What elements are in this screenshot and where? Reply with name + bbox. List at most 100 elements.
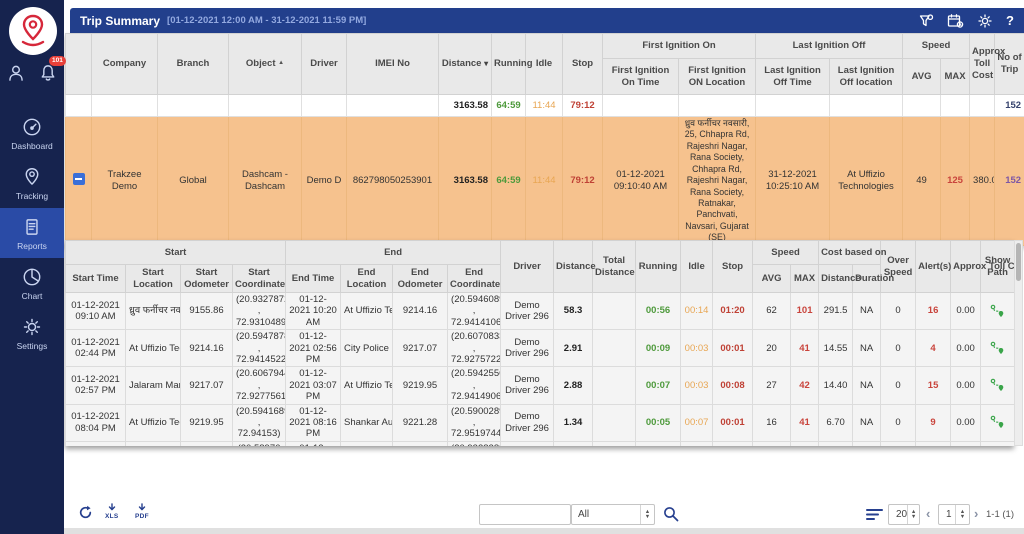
col-last-ignition-off-time[interactable]: Last Ignition Off Time xyxy=(755,58,831,95)
user-icon[interactable] xyxy=(5,62,27,84)
schedule-calendar-icon[interactable] xyxy=(947,13,964,29)
cell-trip-running: 00:56 xyxy=(635,291,682,331)
report-document-icon xyxy=(26,219,38,235)
col-trip-avg: AVG xyxy=(752,264,792,293)
cell-cost-distance: 14.40 xyxy=(818,366,854,405)
col-stop[interactable]: Stop xyxy=(562,33,603,95)
notifications-bell-icon[interactable]: 101 xyxy=(37,56,66,84)
cell-end-location: Shankar Auto xyxy=(340,403,394,442)
cell-toll-cost: 380.00 xyxy=(969,116,996,246)
col-group-end: End xyxy=(285,240,502,265)
sidebar-item-settings[interactable]: Settings xyxy=(0,308,64,358)
col-last-ignition-off-location[interactable]: Last Ignition Off location xyxy=(829,58,904,95)
cell-end-odometer: 9214.16 xyxy=(392,291,449,331)
col-approx-toll-cost[interactable]: Approx Toll Cost xyxy=(969,33,1005,95)
col-no-of-trip[interactable]: No of Trip xyxy=(994,33,1024,95)
cell-trip-driver: Demo Driver 296 xyxy=(500,366,555,405)
trip-row[interactable]: 01-12-2021 08:04 PM At Uffizio Technolog… xyxy=(65,403,1014,442)
show-path-icon[interactable] xyxy=(990,378,1005,393)
col-trip-driver: Driver xyxy=(500,240,555,293)
refresh-button[interactable] xyxy=(78,505,93,520)
col-driver[interactable]: Driver xyxy=(301,33,347,95)
cell-cost-distance: 292.7 xyxy=(818,440,854,446)
search-icon[interactable] xyxy=(662,505,680,523)
show-path-icon[interactable] xyxy=(990,304,1005,319)
col-object[interactable]: Object ▲ xyxy=(228,33,302,95)
app-logo[interactable] xyxy=(9,7,57,55)
sidebar-item-reports[interactable]: Reports xyxy=(0,208,64,258)
trip-row[interactable]: 01-12-2021 02:44 PM At Uffizio Technolog… xyxy=(65,329,1014,368)
cell-trip-idle: 00:14 xyxy=(680,291,714,331)
col-speed-max[interactable]: MAX xyxy=(940,58,971,95)
show-path-cell[interactable] xyxy=(980,366,1014,405)
col-cost-distance: Distance xyxy=(818,264,861,293)
cell-trip-distance: 2.88 xyxy=(553,366,594,405)
col-speed-avg[interactable]: AVG xyxy=(902,58,942,95)
show-path-cell[interactable] xyxy=(980,403,1014,442)
show-path-cell[interactable] xyxy=(980,291,1014,331)
scrollbar-thumb[interactable] xyxy=(1016,243,1021,281)
cell-end-location: At Uffizio Technologies xyxy=(340,366,394,405)
cell-end-time: 01-12-2021 02:56 PM xyxy=(285,329,342,368)
trip-row[interactable]: 01-12-2021 08:17 PM Shankar Auto 9221.28… xyxy=(65,440,1014,446)
table-footer: XLS PDF All ▲ ▼ 20 ▲ ▼ ‹ xyxy=(64,495,1024,528)
row-checkbox[interactable] xyxy=(72,173,85,186)
location-pin-logo-icon xyxy=(21,14,45,47)
col-trip-toll: Approx Toll Cost xyxy=(950,240,1014,293)
cell-end-odometer: 9217.07 xyxy=(392,329,449,368)
help-icon[interactable]: ? xyxy=(1006,13,1014,28)
cell-end-location: City Police Line xyxy=(340,329,394,368)
sidebar-item-chart[interactable]: Chart xyxy=(0,258,64,308)
search-input[interactable] xyxy=(479,504,571,525)
col-distance[interactable]: Distance ▾ xyxy=(438,33,492,95)
sidebar-item-dashboard[interactable]: Dashboard xyxy=(0,108,64,158)
trip-row[interactable]: 01-12-2021 09:10 AM ध्रुव फर्नीचर नवसारी… xyxy=(65,291,1014,331)
export-pdf-button[interactable]: PDF xyxy=(135,503,149,520)
col-company[interactable]: Company xyxy=(91,33,158,95)
cell-trip-toll: 0.00 xyxy=(950,403,982,442)
col-trip-distance: Distance xyxy=(553,240,596,293)
cell-cost-duration: NA xyxy=(852,440,882,446)
export-xls-button[interactable]: XLS xyxy=(105,503,119,520)
cell-start-coordinate: (20.6067944 , 72.9277561) xyxy=(231,366,287,405)
col-imei[interactable]: IMEI No xyxy=(346,33,439,95)
page-size-lines-icon[interactable] xyxy=(866,508,883,521)
col-running[interactable]: Running xyxy=(491,33,533,95)
bottom-divider xyxy=(64,528,1024,534)
page-number-select[interactable]: 1 ▲ ▼ xyxy=(938,504,970,525)
show-path-icon[interactable] xyxy=(990,341,1005,356)
cell-trip-idle: 00:03 xyxy=(680,329,714,368)
col-alerts: Alert(s) xyxy=(915,240,951,293)
col-trip-max: MAX xyxy=(790,264,820,293)
prev-page-icon[interactable]: ‹ xyxy=(926,506,931,521)
select-all-header[interactable] xyxy=(65,33,92,95)
cell-trip-running: 01:06 xyxy=(635,440,682,446)
cell-end-coordinate: (20.6070833 , 72.9275722) xyxy=(447,329,502,368)
cell-cost-duration: NA xyxy=(852,403,882,442)
cell-start-coordinate: (20.9327872 , 72.9310489) xyxy=(231,291,287,331)
settings-gear-icon[interactable] xyxy=(977,13,993,29)
filter-icon[interactable] xyxy=(918,13,934,29)
trip-row[interactable]: 01-12-2021 02:57 PM Jalaram Mandir 9217.… xyxy=(65,366,1014,405)
row-checkbox-cell xyxy=(65,116,92,246)
sidebar-item-tracking[interactable]: Tracking xyxy=(0,158,64,208)
page-size-select[interactable]: 20 ▲ ▼ xyxy=(888,504,920,525)
cell-first-ignition-on-location: ध्रुव फर्नीचर नवसारी, 25, Chhapra Rd, Ra… xyxy=(677,116,757,246)
show-path-cell[interactable] xyxy=(980,329,1014,368)
cell-last-ignition-off-location: At Uffizio Technologies xyxy=(829,116,904,246)
col-idle[interactable]: Idle xyxy=(525,33,563,95)
page-size-value: 20 xyxy=(896,509,908,520)
vertical-scrollbar[interactable] xyxy=(1014,240,1023,446)
search-filter-select[interactable]: All ▲ ▼ xyxy=(571,504,655,525)
sidebar: 101 Dashboard Tracking Reports Chart xyxy=(0,0,66,534)
total-stop: 79:12 xyxy=(562,94,603,117)
col-first-ignition-on-time[interactable]: First Ignition On Time xyxy=(602,58,679,95)
next-page-icon[interactable]: › xyxy=(974,506,979,521)
pagination-range: 1-1 (1) xyxy=(986,509,1014,520)
show-path-icon[interactable] xyxy=(990,415,1005,430)
show-path-cell[interactable] xyxy=(980,440,1014,446)
col-first-ignition-on-location[interactable]: First Ignition ON Location xyxy=(677,58,757,95)
col-branch[interactable]: Branch xyxy=(157,33,229,95)
vehicle-summary-row[interactable]: Trakzee Demo Global Dashcam - Dashcam De… xyxy=(65,116,1024,246)
